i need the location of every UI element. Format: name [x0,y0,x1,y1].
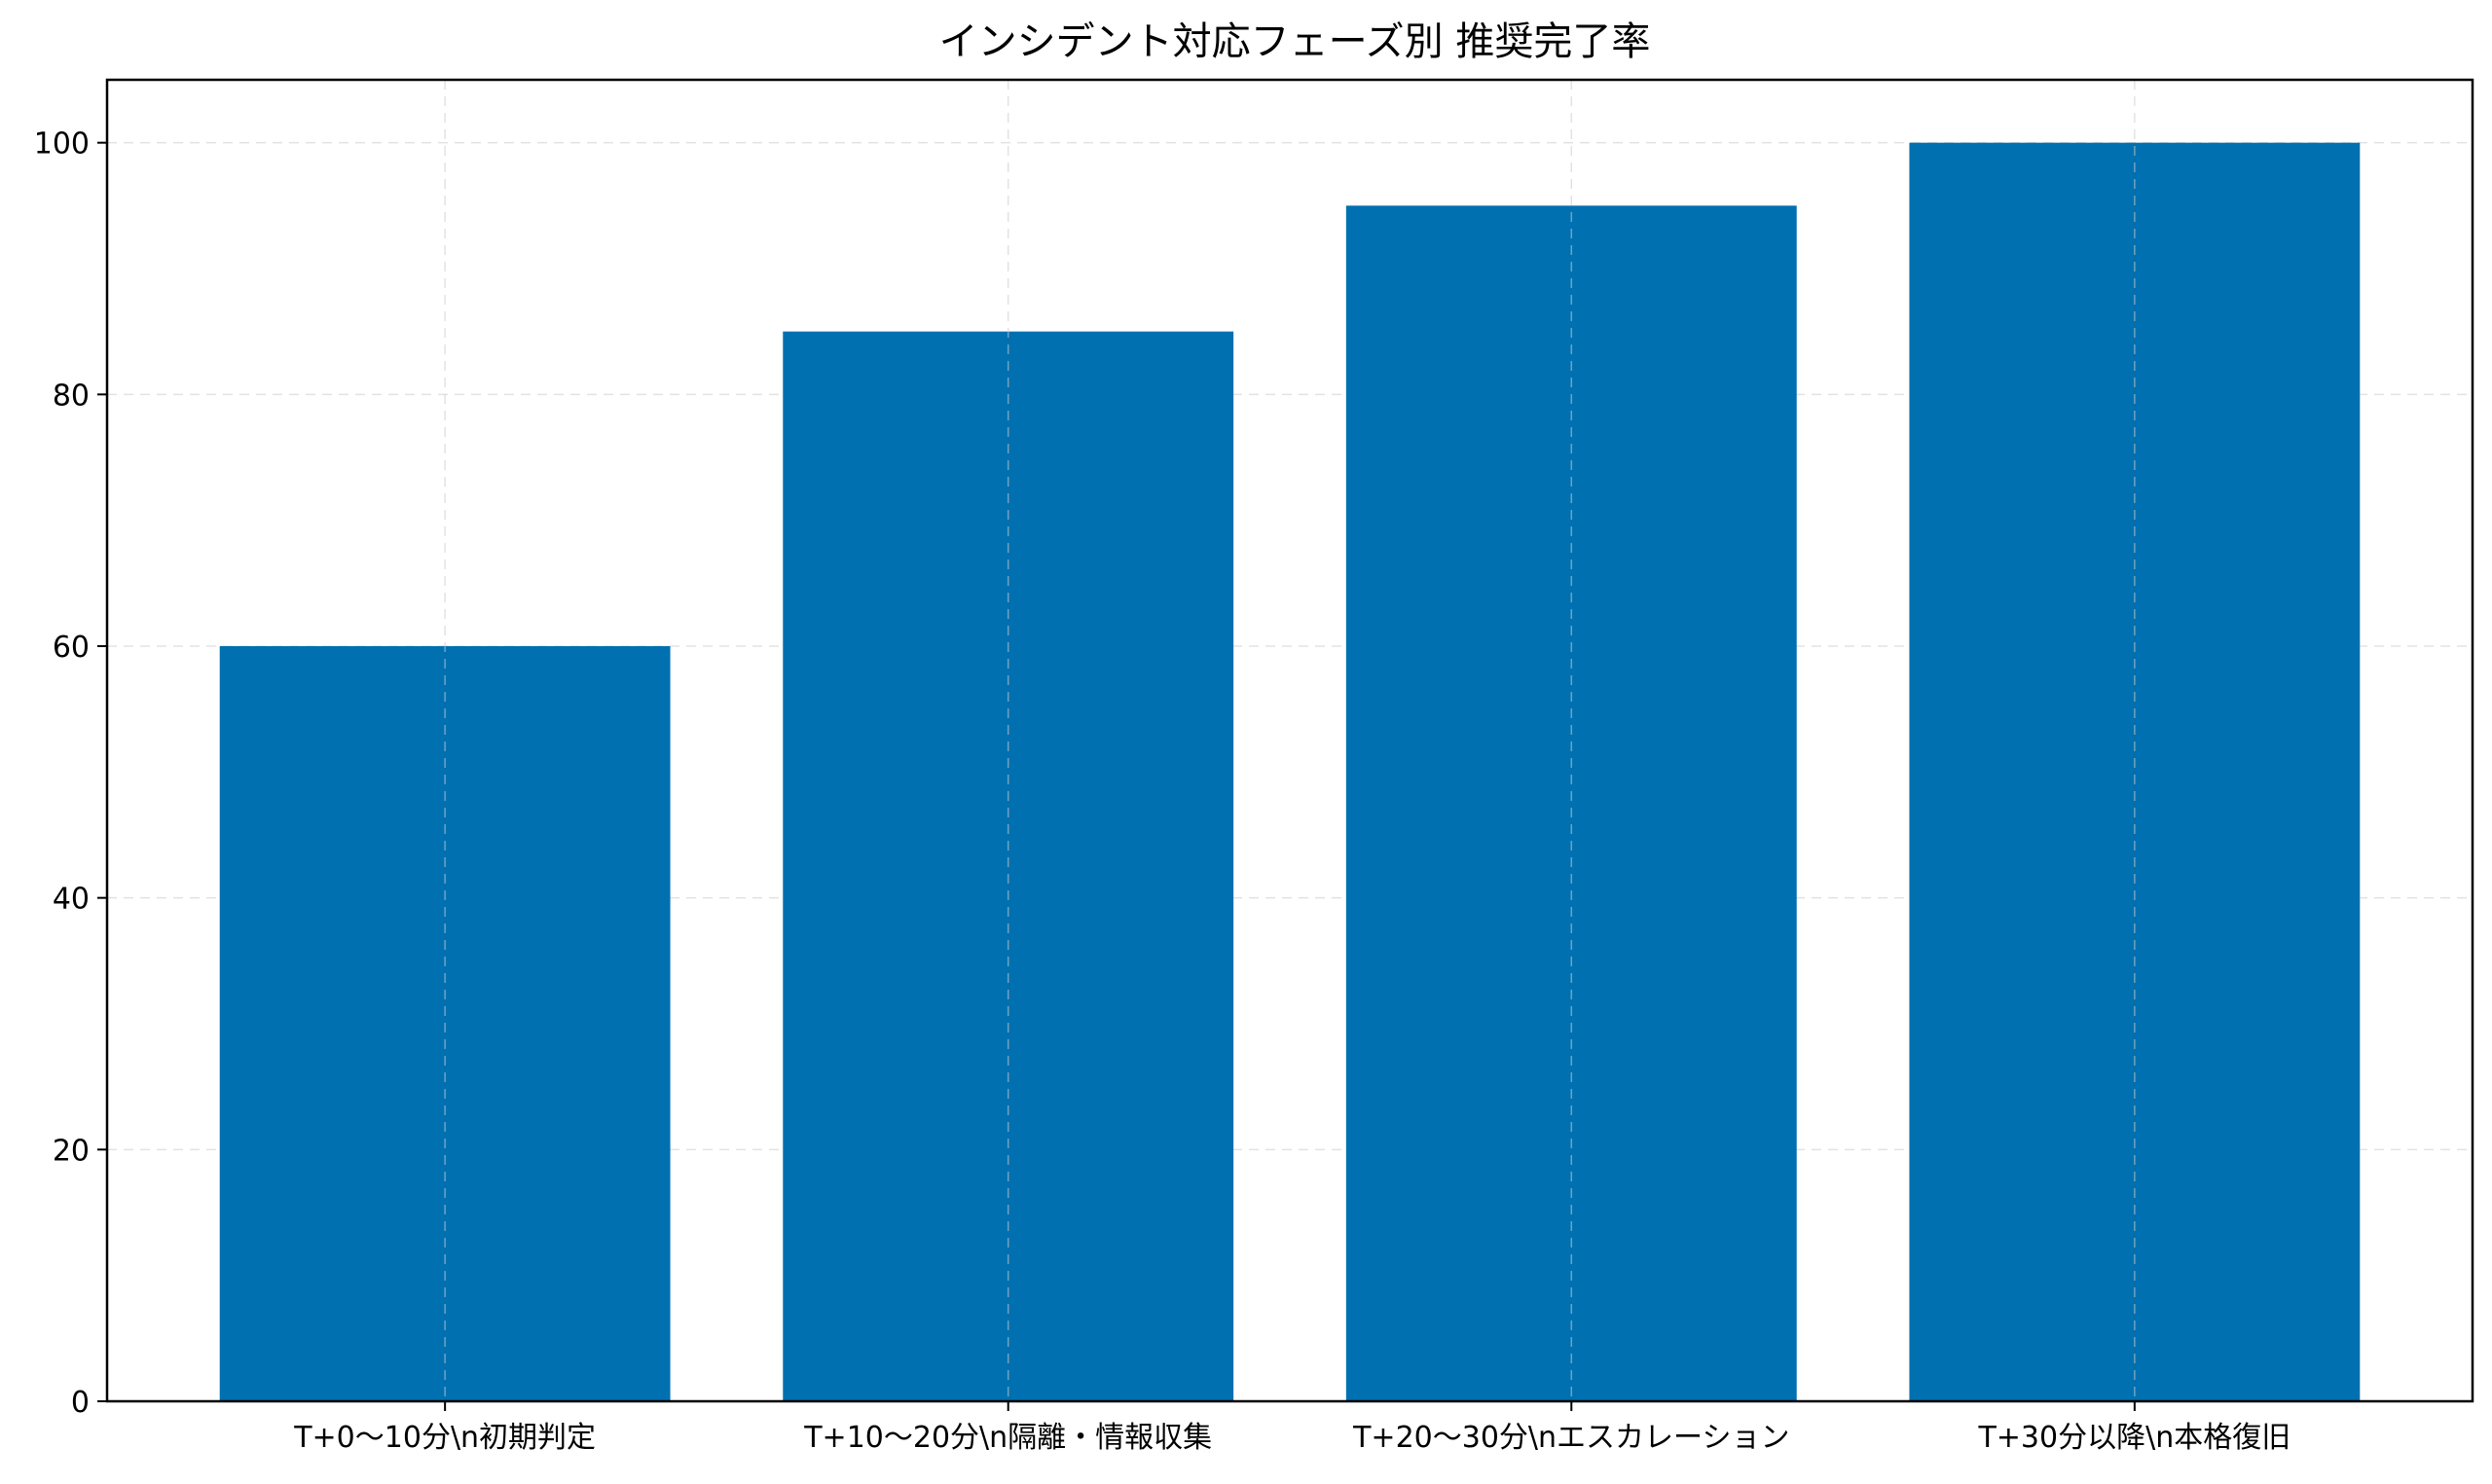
x-tick-label: T+0〜10分\n初期判定 [293,1421,596,1455]
y-tick-label: 100 [34,127,90,162]
y-tick-label: 0 [71,1386,90,1420]
plot-frame [105,78,2474,1403]
y-tick-label: 80 [53,379,90,413]
y-tick-label: 60 [53,631,90,665]
overlay-grid-layer [444,80,2136,1401]
bar-layer [219,142,2361,1402]
x-tick-label: T+20〜30分\nエスカレーション [1352,1421,1789,1455]
chart-title: インシデント対応フェーズ別 推奨完了率 [939,19,1651,64]
x-tick-label: T+30分以降\n本格復旧 [1977,1421,2290,1455]
y-tick-label: 20 [53,1134,90,1168]
bar [1345,205,1797,1401]
y-tick-label: 40 [53,883,90,917]
x-tick-label: T+10〜20分\n隔離・情報収集 [803,1421,1212,1455]
y-axis: 0 20 40 60 80 100 [34,127,107,1420]
x-axis: T+0〜10分\n初期判定 T+10〜20分\n隔離・情報収集 T+20〜30分\n… [293,1401,2290,1455]
